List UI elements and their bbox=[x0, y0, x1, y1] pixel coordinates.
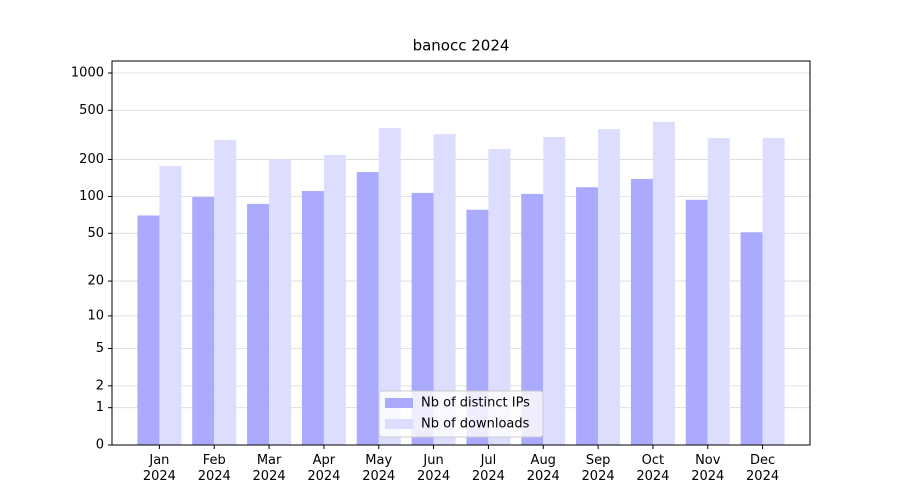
x-tick-label: Apr 2024 bbox=[307, 453, 341, 484]
bar bbox=[323, 155, 346, 445]
x-tick-label: Dec 2024 bbox=[746, 453, 780, 484]
bar bbox=[630, 178, 653, 445]
bar bbox=[301, 190, 324, 445]
x-tick-label: Jan 2024 bbox=[142, 453, 176, 484]
plot-frame bbox=[111, 60, 811, 446]
x-tick-label: Mar 2024 bbox=[252, 453, 286, 484]
bar bbox=[137, 215, 160, 445]
bar bbox=[247, 203, 270, 445]
bar bbox=[214, 140, 237, 446]
legend-swatch bbox=[385, 419, 413, 429]
bar bbox=[576, 187, 599, 445]
x-tick-label: Jul 2024 bbox=[471, 453, 505, 484]
x-tick-label: May 2024 bbox=[362, 453, 396, 484]
y-tick-label: 200 bbox=[79, 152, 104, 167]
bar bbox=[685, 199, 708, 445]
x-tick-label: Feb 2024 bbox=[197, 453, 231, 484]
legend-box bbox=[378, 390, 544, 438]
x-tick-label: Sep 2024 bbox=[581, 453, 615, 484]
bar bbox=[488, 149, 511, 446]
bar bbox=[269, 159, 292, 445]
y-tick-label: 5 bbox=[96, 341, 104, 356]
y-tick-label: 2 bbox=[96, 378, 104, 393]
y-tick-label: 20 bbox=[87, 274, 104, 289]
y-tick-label: 100 bbox=[79, 189, 104, 204]
legend-label: Nb of downloads bbox=[421, 417, 530, 432]
bar bbox=[740, 232, 763, 445]
y-tick-label: 1000 bbox=[71, 66, 104, 81]
x-tick-label: Jun 2024 bbox=[417, 453, 451, 484]
legend-swatch bbox=[385, 398, 413, 408]
bar bbox=[652, 121, 675, 446]
bar bbox=[543, 136, 566, 445]
bar bbox=[466, 209, 489, 445]
y-tick-label: 1 bbox=[96, 400, 104, 415]
bar bbox=[433, 134, 456, 445]
x-tick-label: Aug 2024 bbox=[526, 453, 560, 484]
legend-label: Nb of distinct IPs bbox=[421, 396, 530, 411]
bar bbox=[707, 138, 730, 446]
y-tick-label: 10 bbox=[87, 308, 104, 323]
bar bbox=[378, 128, 401, 445]
x-tick-label: Nov 2024 bbox=[691, 453, 725, 484]
bar bbox=[159, 165, 182, 445]
y-tick-label: 0 bbox=[96, 438, 104, 453]
bar bbox=[521, 193, 544, 445]
chart-title: banocc 2024 bbox=[413, 37, 510, 55]
bar bbox=[762, 138, 785, 446]
bar bbox=[598, 129, 621, 445]
y-tick-label: 500 bbox=[79, 103, 104, 118]
bar bbox=[356, 172, 379, 445]
x-tick-label: Oct 2024 bbox=[636, 453, 670, 484]
bar bbox=[411, 192, 434, 445]
y-tick-label: 50 bbox=[87, 226, 104, 241]
bar bbox=[192, 197, 215, 445]
